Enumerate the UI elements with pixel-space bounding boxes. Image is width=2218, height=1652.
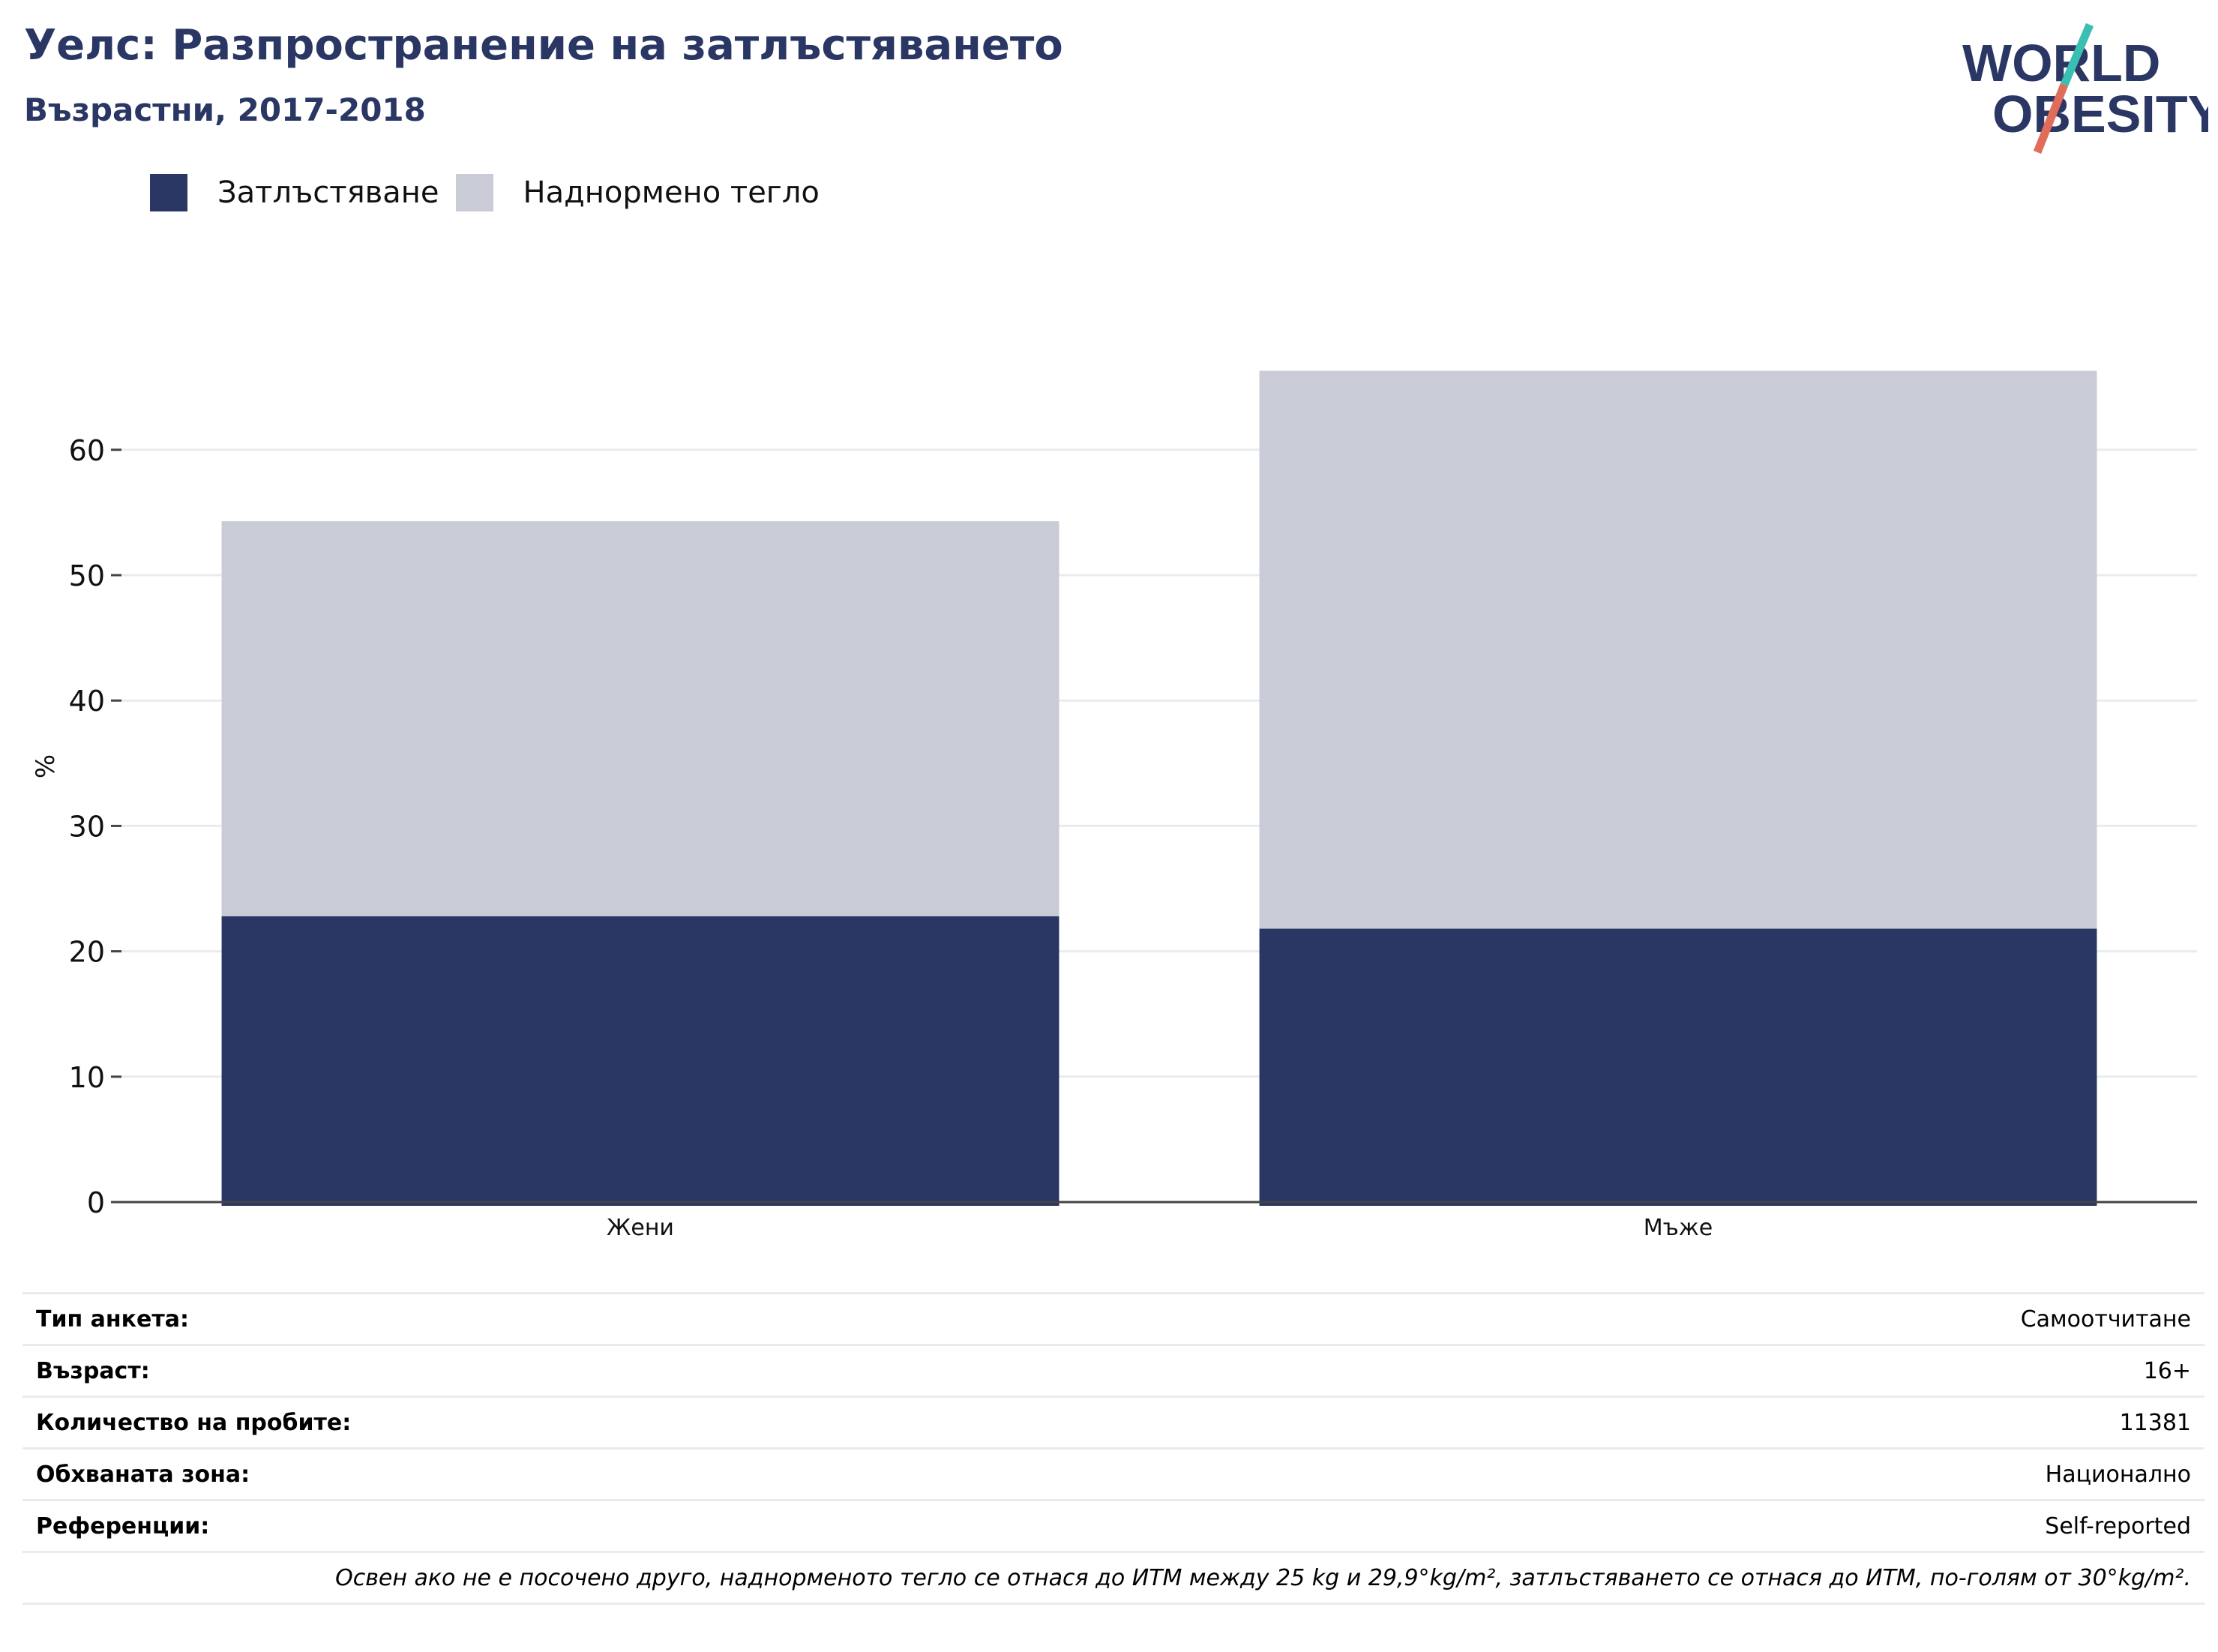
survey-info-table: Тип анкета: Самоотчитане Възраст: 16+ Ко…	[22, 1292, 2205, 1605]
info-value-age: 16+	[1406, 1344, 2205, 1397]
legend-swatch-overweight	[455, 174, 493, 211]
info-key-survey-type: Тип анкета:	[22, 1292, 1407, 1345]
info-key-area: Обхваната зона:	[22, 1447, 1407, 1501]
y-tick-label-60: 60	[69, 434, 105, 467]
chart-legend: Затлъстяване Наднормено тегло	[150, 174, 836, 211]
chart-subtitle: Възрастни, 2017-2018	[24, 91, 426, 128]
info-value-references: Self-reported	[1406, 1499, 2205, 1552]
x-tick-label-1: Мъже	[1644, 1215, 1713, 1241]
logo-text-obesity: OBESITY	[1992, 85, 2208, 143]
logo-slash-bottom	[2033, 82, 2069, 154]
legend-label-obesity: Затлъстяване	[217, 175, 439, 210]
y-tick-label-0: 0	[87, 1186, 105, 1219]
info-key-age: Възраст:	[22, 1344, 1407, 1397]
bar-obesity-1	[1259, 928, 2097, 1206]
y-tick-label-20: 20	[69, 936, 105, 969]
info-value-area: Национално	[1406, 1447, 2205, 1501]
info-value-survey-type: Самоотчитане	[1406, 1292, 2205, 1345]
legend-item-obesity[interactable]: Затлъстяване	[150, 174, 439, 211]
y-tick-label-40: 40	[69, 685, 105, 718]
y-tick-label-50: 50	[69, 559, 105, 592]
x-tick-label-0: Жени	[607, 1215, 674, 1241]
info-value-sample-size: 11381	[1406, 1396, 2205, 1449]
legend-item-overweight[interactable]: Наднормено тегло	[455, 174, 820, 211]
stacked-bar-chart: 0 10 20 30 40 50 60% Жени Мъже	[31, 370, 2197, 1241]
y-axis-label: %	[31, 754, 61, 778]
info-row-footnote: Освен ако не е посочено друго, наднормен…	[22, 1551, 2205, 1605]
info-key-references: Референции:	[22, 1499, 1407, 1552]
logo-slash-top	[2060, 22, 2094, 87]
info-row-sample-size: Количество на пробите: 11381	[22, 1396, 2205, 1449]
legend-label-overweight: Наднормено тегло	[523, 175, 820, 210]
bar-overweight-0	[221, 521, 1060, 916]
info-row-area: Обхваната зона: Национално	[22, 1447, 2205, 1501]
bar-obesity-0	[221, 916, 1060, 1206]
bar-overweight-1	[1259, 370, 2097, 929]
info-row-age: Възраст: 16+	[22, 1344, 2205, 1397]
y-tick-label-10: 10	[69, 1061, 105, 1094]
footnote: Освен ако не е посочено друго, наднормен…	[22, 1551, 2205, 1605]
world-obesity-logo: WORLD OBESITY	[1962, 22, 2208, 154]
info-key-sample-size: Количество на пробите:	[22, 1396, 1407, 1449]
chart-title: Уелс: Разпространение на затлъстяването	[24, 21, 1063, 70]
y-tick-label-30: 30	[69, 810, 105, 843]
legend-swatch-obesity	[150, 174, 187, 211]
info-row-survey-type: Тип анкета: Самоотчитане	[22, 1292, 2205, 1345]
info-row-references: Референции: Self-reported	[22, 1499, 2205, 1552]
